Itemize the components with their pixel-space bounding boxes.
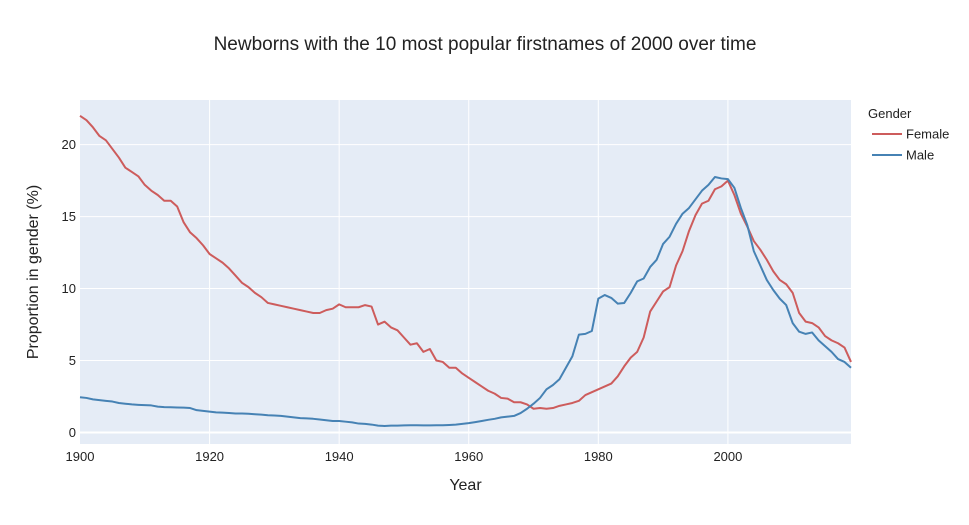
x-axis-ticks: 1900 1920 1940 1960 1980 2000 [66, 449, 743, 464]
series-layer [79, 114, 852, 428]
grid-lines [80, 100, 851, 444]
legend-item-male[interactable]: Male [872, 148, 934, 163]
y-axis-ticks: 0 5 10 15 20 [62, 137, 76, 440]
x-tick-label: 1900 [66, 449, 95, 464]
y-tick-label: 5 [69, 353, 76, 368]
x-tick-label: 2000 [713, 449, 742, 464]
legend-title: Gender [868, 106, 912, 121]
series-line-male [79, 176, 852, 428]
y-tick-label: 10 [62, 281, 76, 296]
legend-label: Female [906, 127, 949, 142]
y-axis-title: Proportion in gender (%) [25, 185, 42, 359]
series-line-female [79, 114, 852, 410]
x-tick-label: 1920 [195, 449, 224, 464]
x-axis-title: Year [449, 477, 482, 494]
y-tick-label: 15 [62, 209, 76, 224]
y-tick-label: 0 [69, 425, 76, 440]
legend-item-female[interactable]: Female [872, 127, 949, 142]
plot-background [80, 100, 851, 444]
legend-label: Male [906, 148, 934, 163]
y-tick-label: 20 [62, 137, 76, 152]
x-tick-label: 1940 [325, 449, 354, 464]
x-tick-label: 1980 [584, 449, 613, 464]
x-tick-label: 1960 [454, 449, 483, 464]
chart-title: Newborns with the 10 most popular firstn… [214, 34, 757, 55]
legend: Gender Female Male [868, 106, 949, 163]
